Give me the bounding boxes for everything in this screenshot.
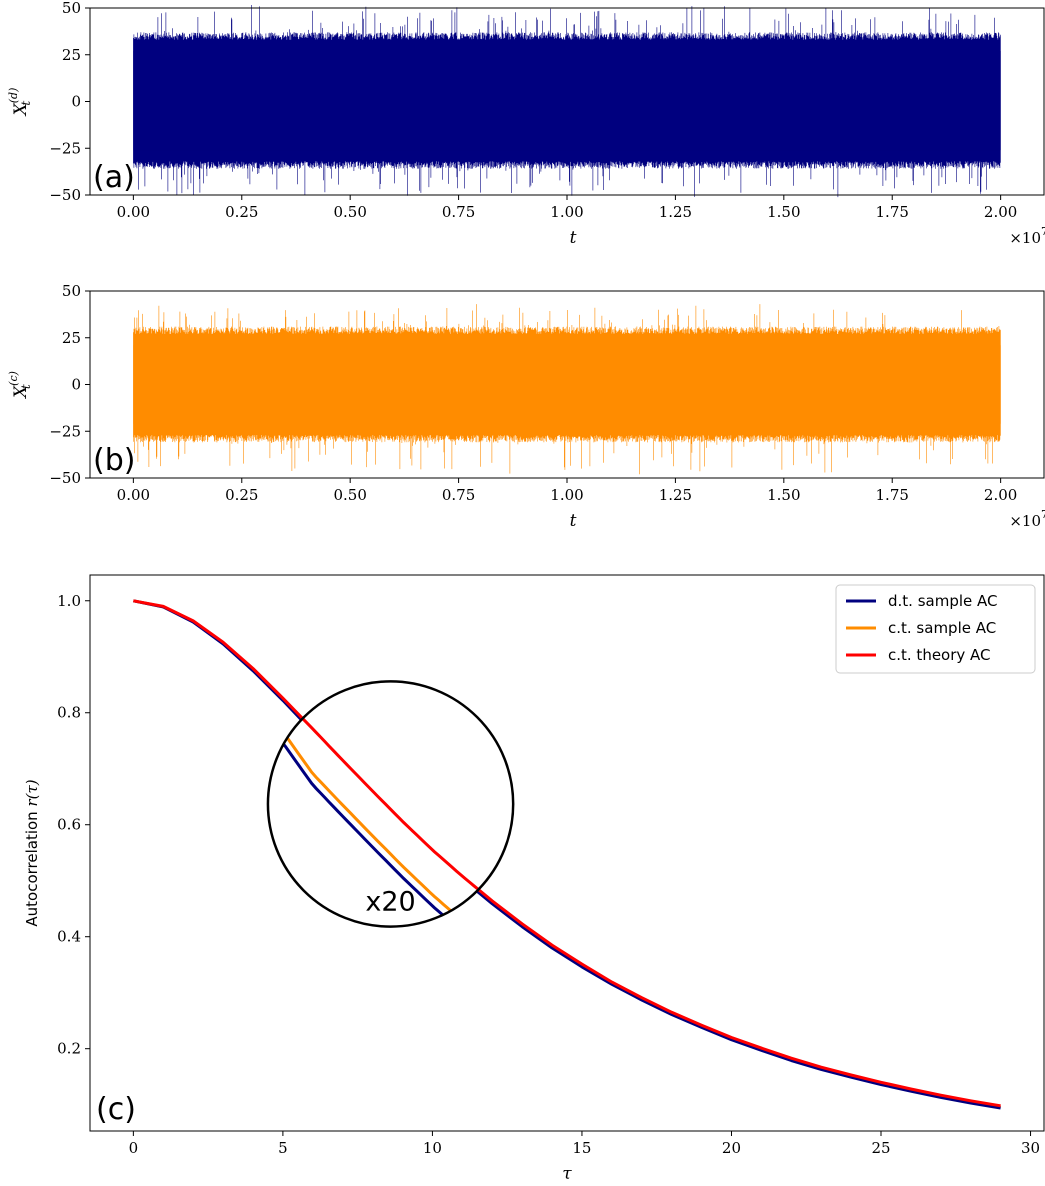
- series-zoom-line-1: [267, 706, 514, 927]
- x-tick-label: 0.75: [442, 203, 475, 221]
- y-tick-label: 0: [71, 93, 81, 111]
- x-tick-label: 1.00: [550, 486, 583, 504]
- y-tick-label: 0.2: [57, 1040, 81, 1058]
- y-axis-label: X(d)t: [7, 88, 33, 118]
- y-tick-label: −25: [49, 422, 81, 440]
- series-core-band: [133, 345, 1001, 424]
- y-tick-label: 0: [71, 376, 81, 394]
- x-tick-label: 20: [722, 1139, 741, 1157]
- x-tick-label: 5: [278, 1139, 288, 1157]
- x-tick-label: 1.00: [550, 203, 583, 221]
- series-main: [133, 599, 1001, 1110]
- x-axis-label: τ: [562, 1164, 572, 1184]
- series-zoomed: [267, 681, 514, 927]
- x-tick-label: 0: [129, 1139, 139, 1157]
- x-tick-label: 0.50: [333, 203, 366, 221]
- y-tick-label: 25: [62, 46, 81, 64]
- axes-frame: [89, 574, 1045, 1132]
- zoom-circle: [266, 680, 515, 928]
- x-tick-label: 1.75: [876, 486, 909, 504]
- panel-label: (b): [93, 443, 135, 478]
- y-tick-label: −50: [49, 186, 81, 204]
- y-tick-label: 0.4: [57, 928, 81, 946]
- x-tick-label: 0.00: [117, 203, 150, 221]
- legend: d.t. sample AC c.t. sample AC c.t. theory …: [835, 584, 1036, 674]
- panel-label: (a): [93, 160, 135, 195]
- y-tick-label: 50: [62, 282, 81, 300]
- panel-label: (c): [96, 1092, 136, 1127]
- chart-a-time-series-discrete: 0.00 0.25 0.50 0.75 1.00 1.25 1.50 1.75 2.00 50 25…: [7, 0, 1045, 248]
- x-scale-offset: ×107: [1009, 508, 1045, 530]
- legend-label-0: d.t. sample AC: [888, 592, 997, 610]
- y-tick-label: −25: [49, 139, 81, 157]
- y-tick-label: 50: [62, 0, 81, 17]
- y-tick-label: −50: [49, 469, 81, 487]
- x-tick-label: 15: [572, 1139, 591, 1157]
- x-tick-label: 1.75: [876, 203, 909, 221]
- x-tick-label: 30: [1021, 1139, 1040, 1157]
- x-tick-label: 0.75: [442, 486, 475, 504]
- legend-label-2: c.t. theory AC: [888, 646, 991, 664]
- x-tick-label: 0.50: [333, 486, 366, 504]
- y-tick-label: 0.6: [57, 816, 81, 834]
- x-axis-label: t: [570, 228, 577, 248]
- legend-label-1: c.t. sample AC: [888, 619, 996, 637]
- x-scale-offset: ×107: [1009, 225, 1045, 247]
- x-axis-label: t: [570, 511, 577, 531]
- y-tick-label: 1.0: [57, 592, 81, 610]
- x-tick-label: 0.00: [117, 486, 150, 504]
- series-core-band: [133, 51, 1001, 151]
- x-tick-label: 1.50: [767, 203, 800, 221]
- x-tick-label: 1.50: [767, 486, 800, 504]
- x-tick-label: 2.00: [984, 203, 1017, 221]
- y-tick-label: 25: [62, 329, 81, 347]
- series-line-0: [133, 599, 1001, 1110]
- x-tick-label: 0.25: [225, 203, 258, 221]
- legend-box: [835, 584, 1036, 674]
- zoom-label: x20: [365, 887, 415, 918]
- chart-b-time-series-continuous: 0.00 0.25 0.50 0.75 1.00 1.25 1.50 1.75 2.00 50 25…: [7, 282, 1045, 531]
- x-tick-label: 1.25: [659, 203, 692, 221]
- x-tick-label: 1.25: [659, 486, 692, 504]
- x-tick-label: 10: [423, 1139, 442, 1157]
- series-zoom-line-0: [267, 718, 514, 927]
- y-axis-label: X(c)t: [7, 371, 33, 400]
- y-tick-label: 0.8: [57, 704, 81, 722]
- chart-c-autocorrelation: x20 0 5 10 15 20 25 30 1.0 0.8 0.6 0.4 0.2 τ Autocorre…: [23, 574, 1045, 1184]
- y-axis-label: Autocorrelation r(τ): [23, 779, 41, 926]
- series-line-2: [133, 599, 1001, 1108]
- x-tick-label: 25: [871, 1139, 890, 1157]
- x-tick-label: 0.25: [225, 486, 258, 504]
- x-tick-label: 2.00: [984, 486, 1017, 504]
